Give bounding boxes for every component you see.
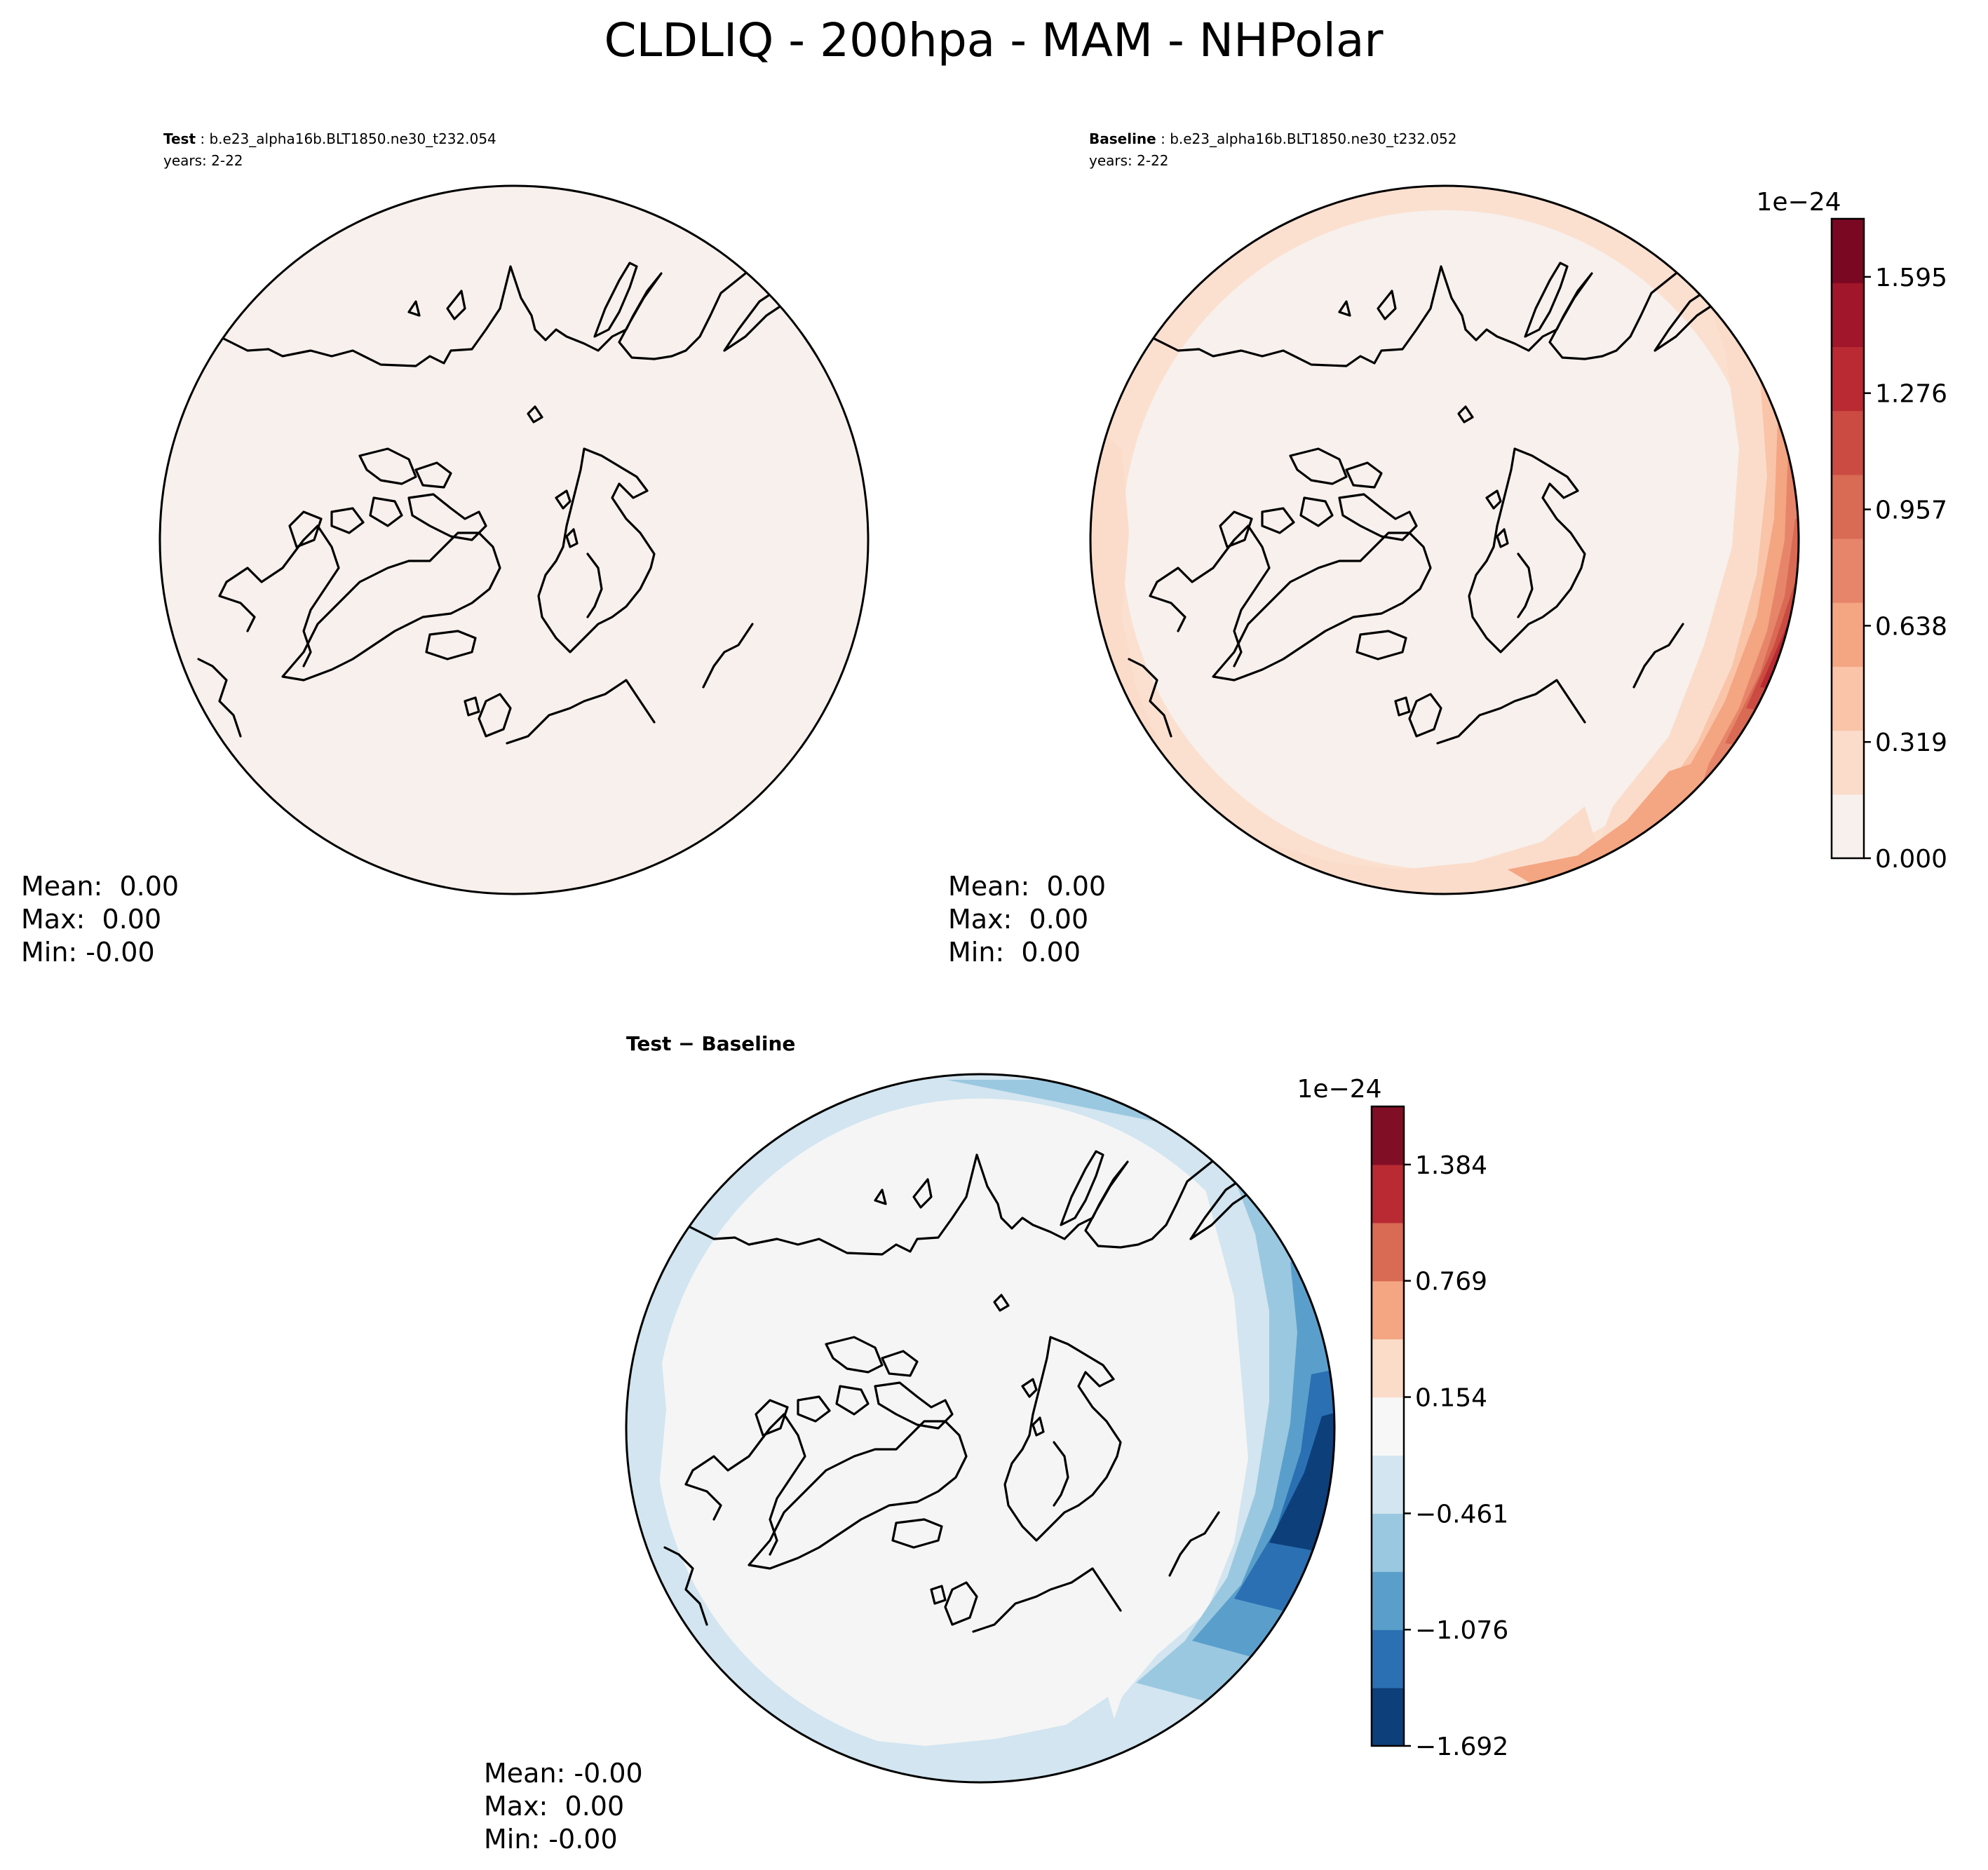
colorbar-baseline-swatch bbox=[1832, 602, 1864, 667]
stats-baseline-min: Min: 0.00 bbox=[948, 937, 1081, 968]
colorbar-baseline-tick-label: 1.276 bbox=[1875, 380, 1947, 409]
colorbar-baseline-tick-label: 0.957 bbox=[1875, 496, 1947, 525]
stats-baseline-mean: Mean: 0.00 bbox=[948, 871, 1106, 902]
stats-test-max: Max: 0.00 bbox=[21, 904, 161, 935]
svg-text:Test : b.e23_alpha16b.BLT1850.: Test : b.e23_alpha16b.BLT1850.ne30_t232.… bbox=[163, 130, 496, 147]
colorbar-baseline-swatch bbox=[1832, 666, 1864, 731]
stats-test-min: Min: -0.00 bbox=[21, 937, 155, 968]
map-diff bbox=[625, 1073, 1336, 1784]
map-test-fill bbox=[160, 186, 868, 894]
stats-baseline-max: Max: 0.00 bbox=[948, 904, 1088, 935]
stats-test-mean: Mean: 0.00 bbox=[21, 871, 179, 902]
map-test bbox=[158, 184, 870, 895]
colorbar-baseline-swatch bbox=[1832, 410, 1864, 475]
map-baseline bbox=[1089, 184, 1800, 895]
colorbar-diff-swatch bbox=[1372, 1455, 1404, 1514]
colorbar-baseline: 1e−24 0.000 0.319 0.638 0.957 1.276 1.595 bbox=[1756, 188, 1947, 874]
colorbar-diff-swatch bbox=[1372, 1688, 1404, 1747]
colorbar-baseline-swatch bbox=[1832, 794, 1864, 859]
colorbar-baseline-swatch bbox=[1832, 283, 1864, 347]
colorbar-diff-tick-label: 0.769 bbox=[1415, 1268, 1487, 1296]
colorbar-baseline-tick-label: 1.595 bbox=[1875, 264, 1947, 292]
colorbar-baseline-tick-label: 0.638 bbox=[1875, 612, 1947, 641]
colorbar-baseline-tick-label: 0.319 bbox=[1875, 729, 1947, 757]
panel-test: Test : b.e23_alpha16b.BLT1850.ne30_t232.… bbox=[21, 130, 870, 968]
colorbar-baseline-swatch bbox=[1832, 219, 1864, 283]
colorbar-baseline-swatch bbox=[1832, 346, 1864, 412]
figure-title: CLDLIQ - 200hpa - MAM - NHPolar bbox=[604, 13, 1384, 67]
stats-diff-mean: Mean: -0.00 bbox=[484, 1758, 643, 1789]
colorbar-diff-tick-label: −1.692 bbox=[1415, 1733, 1508, 1761]
panel-test-label: Test bbox=[163, 130, 196, 147]
colorbar-diff-tick-label: 1.384 bbox=[1415, 1151, 1487, 1180]
colorbar-diff-swatch bbox=[1372, 1513, 1404, 1572]
colorbar-diff-swatch bbox=[1372, 1106, 1404, 1165]
panel-baseline-case: b.e23_alpha16b.BLT1850.ne30_t232.052 bbox=[1170, 130, 1456, 147]
colorbar-diff-swatch bbox=[1372, 1571, 1404, 1630]
panel-test-case: b.e23_alpha16b.BLT1850.ne30_t232.054 bbox=[209, 130, 496, 147]
panel-baseline-sep: : bbox=[1156, 130, 1170, 147]
colorbar-diff-tick-label: −1.076 bbox=[1415, 1616, 1508, 1645]
colorbar-diff-frame bbox=[1370, 1105, 1405, 1747]
colorbar-diff-swatch bbox=[1372, 1280, 1404, 1340]
colorbar-diff-swatch bbox=[1372, 1630, 1404, 1688]
panel-diff-label: Test − Baseline bbox=[626, 1032, 795, 1055]
colorbar-diff: 1e−24 −1.692 −1.076 −0.461 0.154 0.769 1.384 bbox=[1297, 1075, 1508, 1761]
stats-diff-max: Max: 0.00 bbox=[484, 1791, 624, 1822]
svg-text:Baseline : b.e23_alpha16b.BLT1: Baseline : b.e23_alpha16b.BLT1850.ne30_t… bbox=[1089, 130, 1457, 147]
colorbar-diff-swatch bbox=[1372, 1339, 1404, 1398]
colorbar-diff-swatch bbox=[1372, 1222, 1404, 1282]
colorbar-baseline-tick-label: 0.000 bbox=[1875, 845, 1947, 874]
stats-diff-min: Min: -0.00 bbox=[484, 1824, 618, 1855]
panel-diff: Test − Baseline Mean: -0.00 Max: 0.00 bbox=[484, 1032, 1508, 1855]
panel-test-sep: : bbox=[196, 130, 209, 147]
panel-baseline: Baseline : b.e23_alpha16b.BLT1850.ne30_t… bbox=[948, 130, 1947, 968]
colorbar-diff-swatch bbox=[1372, 1397, 1404, 1456]
panel-test-years: years: 2-22 bbox=[163, 152, 243, 169]
panel-baseline-years: years: 2-22 bbox=[1089, 152, 1169, 169]
colorbar-diff-swatch bbox=[1372, 1164, 1404, 1224]
colorbar-baseline-swatch bbox=[1832, 730, 1864, 795]
panel-baseline-label: Baseline bbox=[1089, 130, 1156, 147]
colorbar-baseline-swatch bbox=[1832, 538, 1864, 603]
map-test-boundary bbox=[158, 184, 870, 895]
colorbar-diff-exponent: 1e−24 bbox=[1297, 1075, 1381, 1104]
colorbar-diff-tick-label: −0.461 bbox=[1415, 1500, 1508, 1529]
colorbar-baseline-exponent: 1e−24 bbox=[1756, 188, 1841, 217]
colorbar-baseline-swatch bbox=[1832, 474, 1864, 539]
colorbar-diff-tick-label: 0.154 bbox=[1415, 1384, 1487, 1413]
colorbar-baseline-frame bbox=[1830, 217, 1865, 860]
